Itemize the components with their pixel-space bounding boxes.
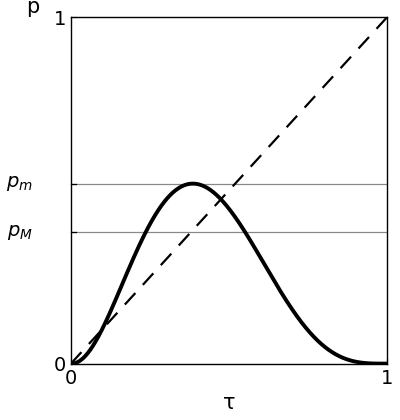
X-axis label: τ: τ bbox=[223, 393, 235, 413]
Y-axis label: p: p bbox=[26, 0, 40, 18]
Text: $p_M$: $p_M$ bbox=[7, 223, 33, 242]
Text: $p_m$: $p_m$ bbox=[6, 174, 33, 193]
